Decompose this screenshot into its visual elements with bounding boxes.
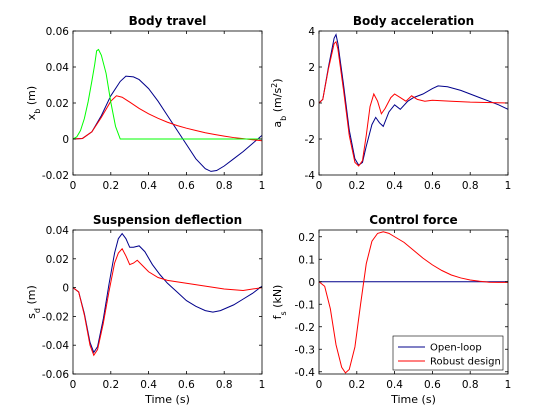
y-tick-label: 0.04 [46,225,70,237]
chart-title: Suspension deflection [93,213,242,227]
y-tick-label: -4 [305,170,316,182]
x-tick-label: 1 [505,379,512,391]
x-tick-label: 0.6 [424,379,441,391]
y-tick-label: 0.06 [46,26,70,38]
series-line-2 [73,247,262,357]
y-axis-label: ab (m/s2) [270,78,288,127]
x-axis-label: Time (s) [144,393,190,406]
series-line-3 [73,48,262,140]
series-line-1 [73,75,262,172]
y-axis-label: xb (m) [25,86,42,120]
x-tick-label: 0 [316,180,323,192]
x-tick-label: 0.8 [462,180,479,192]
y-tick-label: -0.4 [295,367,316,379]
y-tick-label: -0.02 [42,311,69,323]
x-tick-label: 0.4 [386,180,403,192]
y-tick-label: 0 [62,283,69,295]
y-tick-label: 2 [308,62,315,74]
axes-box [72,30,263,176]
x-tick-label: 0.2 [102,379,119,391]
y-tick-label: 0.1 [298,254,315,266]
y-tick-label: 0 [308,98,315,110]
y-tick-label: -2 [305,134,315,146]
y-tick-label: -0.02 [42,170,69,182]
legend-entry: Robust design [430,357,501,368]
y-tick-label: -0.06 [42,369,69,381]
y-tick-label: 0 [62,134,69,146]
legend-box [392,335,504,371]
y-axis-label: sd (m) [25,285,42,319]
chart-title: Control force [369,213,457,227]
x-tick-label: 0 [316,379,323,391]
x-tick-label: 1 [259,379,266,391]
y-axis-label: fs (kN) [271,285,288,320]
x-tick-label: 0.2 [348,379,365,391]
series-line-1 [73,232,262,354]
x-tick-label: 0 [70,379,77,391]
axes-box [318,30,509,176]
chart-title: Body travel [129,14,207,28]
y-tick-label: -0.3 [295,344,316,356]
x-tick-label: 0.6 [424,180,441,192]
y-tick-label: 4 [308,26,315,38]
chart-title: Body acceleration [353,14,474,28]
x-tick-label: 0.8 [462,379,479,391]
legend-entry: Open-loop [430,343,482,354]
y-tick-label: 0.02 [46,98,69,110]
x-tick-label: 0 [70,180,77,192]
subplot-4: Control force 0 0.2 0.4 0.6 0.8 1 -0.4 -0.3 -0.2 -… [271,213,511,406]
axes-box [72,229,263,375]
x-tick-label: 1 [259,180,266,192]
y-tick-label: 0.04 [46,62,70,74]
x-tick-label: 1 [505,180,512,192]
series-line-1 [319,33,508,166]
series-line-2 [319,231,508,374]
subplot-3: Suspension deflection 0 0.2 0.4 0.6 0.8 1 -0.06… [25,213,265,406]
series-line-2 [319,40,508,167]
legend: Open-loop Robust design [392,335,504,371]
x-tick-label: 0.4 [140,180,157,192]
x-tick-label: 0.6 [178,180,195,192]
x-axis-label: Time (s) [390,393,436,406]
x-tick-label: 0.8 [216,379,233,391]
x-tick-label: 0.2 [348,180,365,192]
x-tick-label: 0.6 [178,379,195,391]
x-tick-label: 0.8 [216,180,233,192]
y-tick-label: 0.02 [46,254,69,266]
x-tick-label: 0.4 [140,379,157,391]
y-tick-label: 0.2 [298,232,315,244]
y-tick-label: -0.1 [295,299,316,311]
x-tick-label: 0.4 [386,379,403,391]
axes-box [318,229,509,375]
y-tick-label: 0 [308,277,315,289]
series-line-2 [73,95,262,142]
y-tick-label: -0.2 [295,322,316,334]
subplot-2: Body acceleration 0 0.2 0.4 0.6 0.8 1 -4 -2 0 2 4 ab… [270,14,512,192]
y-tick-label: -0.04 [42,340,69,352]
x-tick-label: 0.2 [102,180,119,192]
